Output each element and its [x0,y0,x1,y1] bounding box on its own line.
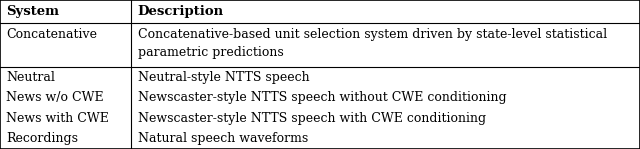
Text: Description: Description [138,5,224,18]
Text: Newscaster-style NTTS speech with CWE conditioning: Newscaster-style NTTS speech with CWE co… [138,112,486,125]
Text: Newscaster-style NTTS speech without CWE conditioning: Newscaster-style NTTS speech without CWE… [138,91,506,104]
Text: News w/o CWE: News w/o CWE [6,91,104,104]
Text: Concatenative-based unit selection system driven by state-level statistical
para: Concatenative-based unit selection syste… [138,28,607,59]
Text: System: System [6,5,60,18]
Text: Recordings: Recordings [6,132,79,145]
Text: Concatenative: Concatenative [6,28,97,41]
Text: Natural speech waveforms: Natural speech waveforms [138,132,308,145]
Text: News with CWE: News with CWE [6,112,109,125]
Text: Neutral: Neutral [6,71,55,84]
Text: Neutral-style NTTS speech: Neutral-style NTTS speech [138,71,309,84]
